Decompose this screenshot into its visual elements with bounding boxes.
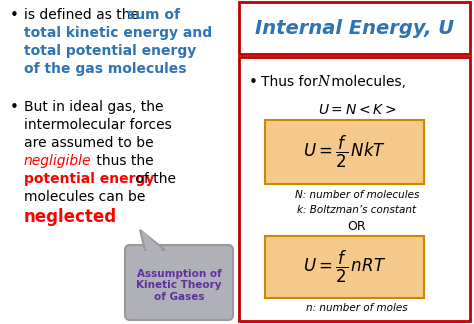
- Text: molecules can be: molecules can be: [24, 190, 146, 204]
- Text: N: number of molecules: N: number of molecules: [295, 190, 419, 200]
- Text: is defined as the: is defined as the: [24, 8, 143, 22]
- Text: N: N: [317, 75, 329, 89]
- FancyBboxPatch shape: [265, 236, 424, 298]
- Text: are assumed to be: are assumed to be: [24, 136, 154, 150]
- Polygon shape: [140, 230, 165, 250]
- Text: n: number of moles: n: number of moles: [306, 303, 408, 313]
- Text: •: •: [10, 8, 19, 23]
- FancyBboxPatch shape: [239, 2, 470, 54]
- Text: neglected: neglected: [24, 208, 117, 226]
- Text: potential energy: potential energy: [24, 172, 155, 186]
- Text: But in ideal gas, the: But in ideal gas, the: [24, 100, 164, 114]
- Text: $U = N < K >$: $U = N < K >$: [318, 103, 396, 117]
- Text: $U = \dfrac{f}{2}\,nRT$: $U = \dfrac{f}{2}\,nRT$: [303, 249, 386, 285]
- Text: of the gas molecules: of the gas molecules: [24, 62, 186, 76]
- Text: Thus for: Thus for: [261, 75, 322, 89]
- FancyBboxPatch shape: [125, 245, 233, 320]
- Text: Internal Energy, U: Internal Energy, U: [255, 18, 454, 38]
- FancyBboxPatch shape: [239, 57, 470, 321]
- FancyBboxPatch shape: [265, 120, 424, 184]
- Text: $U = \dfrac{f}{2}\,NkT$: $U = \dfrac{f}{2}\,NkT$: [303, 134, 386, 170]
- Text: thus the: thus the: [92, 154, 154, 168]
- Text: total potential energy: total potential energy: [24, 44, 196, 58]
- Text: total kinetic energy and: total kinetic energy and: [24, 26, 212, 40]
- Text: •: •: [249, 75, 258, 90]
- Text: OR: OR: [348, 220, 366, 233]
- Text: of the: of the: [131, 172, 176, 186]
- Text: k: Boltzman’s constant: k: Boltzman’s constant: [298, 205, 417, 215]
- Polygon shape: [141, 229, 163, 252]
- Text: negligible: negligible: [24, 154, 91, 168]
- Text: molecules,: molecules,: [327, 75, 406, 89]
- Text: intermolecular forces: intermolecular forces: [24, 118, 172, 132]
- Text: •: •: [10, 100, 19, 115]
- Text: sum of: sum of: [127, 8, 180, 22]
- Text: Assumption of
Kinetic Theory
of Gases: Assumption of Kinetic Theory of Gases: [136, 269, 222, 302]
